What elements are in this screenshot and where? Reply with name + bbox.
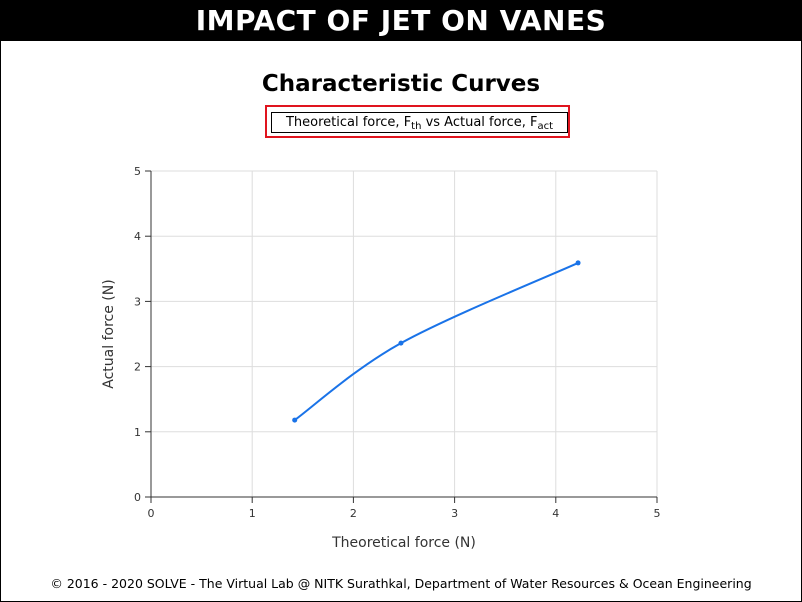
y-tick-label: 3 — [134, 295, 141, 308]
y-tick-label: 2 — [134, 361, 141, 374]
subtitle-highlight-box — [265, 105, 570, 138]
x-axis-label: Theoretical force (N) — [331, 535, 476, 551]
x-tick-label: 4 — [552, 507, 559, 520]
data-point — [398, 340, 404, 346]
chart-subtitle: Theoretical force, Fth vs Actual force, … — [271, 112, 568, 133]
axis-layer — [145, 171, 657, 503]
x-tick-label: 1 — [249, 507, 256, 520]
y-tick-label: 4 — [134, 230, 141, 243]
footer-copyright: © 2016 - 2020 SOLVE - The Virtual Lab @ … — [50, 576, 752, 591]
x-tick-label: 5 — [654, 507, 661, 520]
x-tick-label: 2 — [350, 507, 357, 520]
y-axis-label: Actual force (N) — [101, 279, 117, 388]
subtitle-suffix-subscript: act — [537, 121, 554, 132]
x-tick-label: 3 — [451, 507, 458, 520]
series-layer — [292, 260, 581, 423]
subtitle-prefix-subscript: th — [411, 121, 422, 132]
y-tick-label: 5 — [134, 165, 141, 178]
x-tick-label: 0 — [148, 507, 155, 520]
y-tick-label: 0 — [134, 491, 141, 504]
data-point — [575, 260, 581, 266]
grid-layer — [151, 170, 658, 497]
page-header-title: IMPACT OF JET ON VANES — [1, 1, 801, 41]
y-tick-label: 1 — [134, 426, 141, 439]
subtitle-prefix: Theoretical force, F — [285, 115, 412, 130]
tick-layer: 0 1 2 3 4 5 0 1 2 3 4 5 — [134, 165, 661, 520]
subtitle-middle: vs Actual force, F — [421, 115, 538, 130]
chart-title: Characteristic Curves — [261, 71, 541, 97]
series-line — [294, 262, 579, 421]
data-point — [292, 417, 298, 423]
